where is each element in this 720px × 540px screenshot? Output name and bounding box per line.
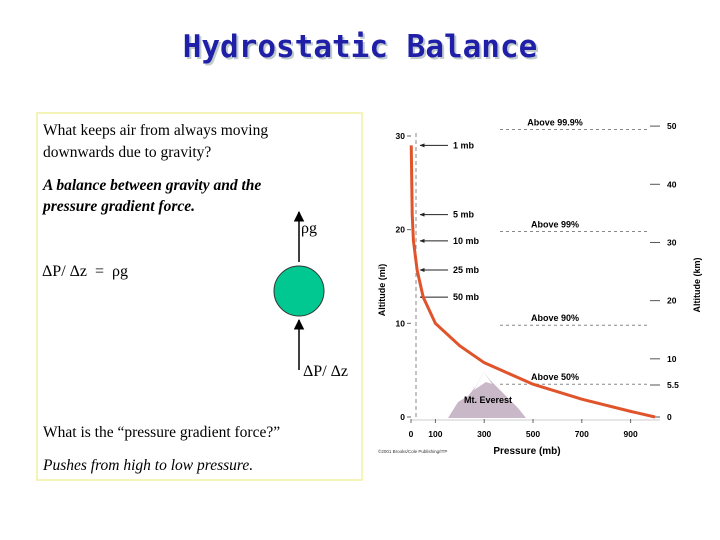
y2-axis-label: Altitude (km) <box>692 257 702 312</box>
level-label: Above 50% <box>531 372 579 382</box>
credit: ©2001 Brooks/Cole Publishing/ITP <box>378 448 447 454</box>
title: Hydrostatic Balance <box>183 29 538 65</box>
mountain <box>448 372 526 418</box>
pressure-label: 1 mb <box>453 140 475 150</box>
answer-line: A balance between gravity and the <box>42 177 261 194</box>
x-tick-label: 700 <box>575 429 589 439</box>
y2-tick-label: 0 <box>667 412 672 422</box>
y2-tick-label: 50 <box>667 121 677 131</box>
pressure-label: 5 mb <box>453 210 475 220</box>
y-tick-label: 0 <box>400 412 405 422</box>
y2-tick-label: 40 <box>667 179 677 189</box>
x-tick-label: 900 <box>624 429 638 439</box>
equation: ΔP/ Δz = ρg <box>42 263 128 280</box>
y2-tick-label: 5.5 <box>667 380 679 390</box>
y2-tick-label: 20 <box>667 296 677 306</box>
question-line: downwards due to gravity? <box>43 144 211 161</box>
level-label: Above 99% <box>531 220 579 230</box>
gravity-label: ρg <box>301 220 317 237</box>
level-label: Above 90% <box>531 313 579 323</box>
answer: Pushes from high to low pressure. <box>42 457 253 474</box>
pressure-label: 25 mb <box>453 265 480 275</box>
y2-tick-label: 10 <box>667 354 677 364</box>
y2-tick-label: 30 <box>667 237 677 247</box>
pressure-curve <box>409 145 656 419</box>
pressure-label: 50 mb <box>453 292 480 302</box>
question: What is the “pressure gradient force?” <box>43 424 280 441</box>
x-tick-label: 100 <box>428 429 442 439</box>
title-shadow: Hydrostatic Balance <box>185 31 540 67</box>
y-tick-label: 30 <box>396 131 406 141</box>
answer-line: pressure gradient force. <box>41 198 195 215</box>
level-label: Above 99.9% <box>527 117 583 127</box>
x-tick-label: 300 <box>477 429 491 439</box>
mountain-snow <box>474 372 492 390</box>
x-tick-label: 0 <box>409 429 414 439</box>
question-line: What keeps air from always moving <box>43 122 268 139</box>
y-tick-label: 20 <box>396 225 406 235</box>
x-tick-label: 500 <box>526 429 540 439</box>
pressure-label: 10 mb <box>453 236 480 246</box>
pressure-force-label: ΔP/ Δz <box>303 363 348 380</box>
y-tick-label: 10 <box>396 318 406 328</box>
x-axis-label: Pressure (mb) <box>493 446 560 457</box>
air-parcel <box>273 265 325 317</box>
landmark-label: Mt. Everest <box>464 395 512 405</box>
y-axis-label: Altitude (mi) <box>377 264 387 317</box>
